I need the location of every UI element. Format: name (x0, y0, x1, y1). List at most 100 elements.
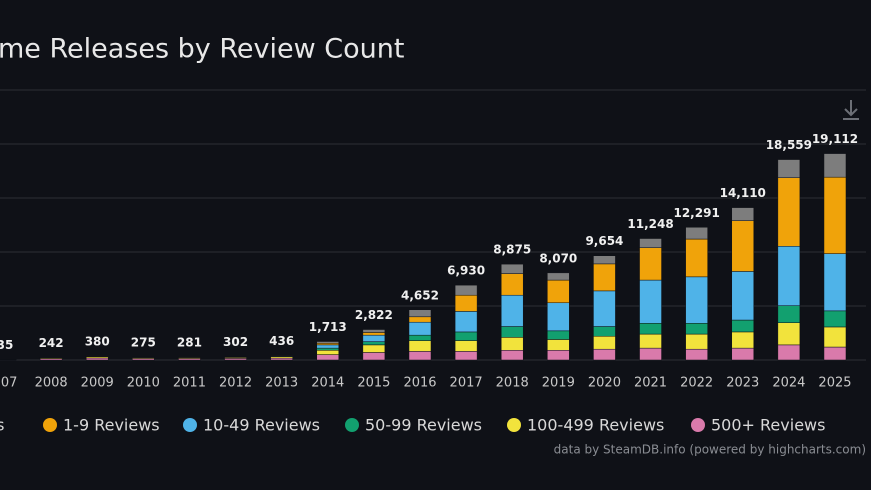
x-tick-label: 2008 (35, 376, 68, 391)
bar-segment (639, 347, 662, 361)
bar-segment (408, 309, 432, 318)
bar-segment (639, 323, 662, 335)
x-tick-label: 2020 (588, 376, 621, 391)
x-tick-label: 2014 (311, 376, 344, 391)
x-tick-label: 2012 (219, 376, 252, 391)
total-label: 302 (223, 335, 248, 349)
bar-segment (316, 344, 340, 349)
bar-segment (777, 344, 801, 361)
bar-segment (823, 346, 847, 361)
total-label: 4,652 (401, 288, 439, 302)
legend-marker (691, 418, 705, 432)
bar-segment (454, 331, 478, 341)
bar-segment (777, 305, 801, 323)
bar-segment (823, 310, 847, 328)
bar-segment (408, 321, 432, 336)
x-tick-label: 2024 (772, 376, 805, 391)
legend-label: 100-499 Reviews (527, 416, 664, 435)
legend-marker (183, 418, 197, 432)
legend-label: 1-9 Reviews (63, 416, 160, 435)
total-label: 281 (177, 335, 202, 349)
bar-segment (685, 348, 708, 361)
total-label: 2,822 (355, 308, 393, 322)
legend-label: 500+ Reviews (711, 416, 825, 435)
bar-segment (500, 350, 524, 361)
bar-segment (685, 333, 708, 350)
bar-segment (454, 294, 478, 312)
bar-segment (731, 220, 755, 272)
x-tick-label: 2025 (818, 376, 851, 391)
legend-label: 50-99 Reviews (365, 416, 482, 435)
total-label: 35 (0, 338, 13, 352)
x-tick-label: 2018 (496, 376, 529, 391)
bar-segment (823, 326, 847, 348)
bar-segment (362, 352, 386, 361)
bar-segment (777, 159, 801, 178)
bar-segment (316, 347, 340, 351)
bar-segment (270, 357, 293, 361)
bar-segment (454, 351, 478, 361)
bar-segment (316, 341, 340, 344)
bar-segment (593, 263, 616, 292)
bar-segment (639, 333, 662, 349)
bar-segment (500, 326, 524, 338)
bar-segment (639, 247, 662, 281)
x-tick-label: 2016 (403, 376, 436, 391)
bar-segment (823, 253, 847, 312)
bar-segment (547, 330, 570, 340)
bar-segment (593, 255, 616, 265)
bar-segment (500, 294, 524, 327)
total-label: 8,875 (493, 243, 531, 257)
x-tick-label: 2023 (726, 376, 759, 391)
chart-title: me Releases by Review Count (0, 34, 404, 65)
bar-segment (85, 357, 109, 361)
bar-segment (777, 177, 801, 247)
legend-marker (43, 418, 57, 432)
total-label: 242 (39, 336, 64, 350)
total-label: 8,070 (539, 251, 577, 265)
bar-segment (547, 339, 570, 351)
x-tick-label: 2015 (357, 376, 390, 391)
bar-segment (547, 302, 570, 332)
icon-part (844, 108, 858, 117)
bar-segment (685, 323, 708, 335)
bar-segment (500, 263, 524, 274)
x-tick-label: 007 (0, 376, 17, 391)
bar-segment (454, 311, 478, 333)
bar-segment (639, 238, 662, 248)
bar-segment (362, 344, 386, 353)
x-tick-label: 2013 (265, 376, 298, 391)
bar-segment (777, 246, 801, 306)
x-tick-label: 2010 (127, 376, 160, 391)
bar-segment (547, 272, 570, 281)
download-icon[interactable] (843, 100, 859, 120)
total-label: 275 (131, 336, 156, 350)
bar-segment (408, 334, 432, 341)
bar-segment (362, 334, 386, 342)
bar-segment (593, 335, 616, 350)
bar-segment (685, 238, 708, 278)
bar-segment (731, 331, 755, 349)
credit: data by SteamDB.info (powered by highcha… (554, 443, 866, 457)
bar-segment (731, 319, 755, 333)
total-label: 14,110 (720, 186, 766, 200)
bar-segment (500, 337, 524, 351)
legend-label: 10-49 Reviews (203, 416, 320, 435)
bar-segment (777, 322, 801, 346)
x-tick-label: 2021 (634, 376, 667, 391)
total-label: 436 (269, 334, 294, 348)
total-label: 18,559 (766, 138, 812, 152)
bar-segment (547, 279, 570, 304)
bar-segment (731, 271, 755, 321)
bar-segment (316, 350, 340, 355)
total-label: 9,654 (585, 234, 623, 248)
bar-segment (362, 341, 386, 346)
bar-segment (731, 347, 755, 361)
bar-segment (547, 350, 570, 361)
bar-segment (362, 332, 386, 336)
bar-segment (639, 279, 662, 324)
bar-segment (408, 316, 432, 323)
total-label: 12,291 (673, 206, 719, 220)
